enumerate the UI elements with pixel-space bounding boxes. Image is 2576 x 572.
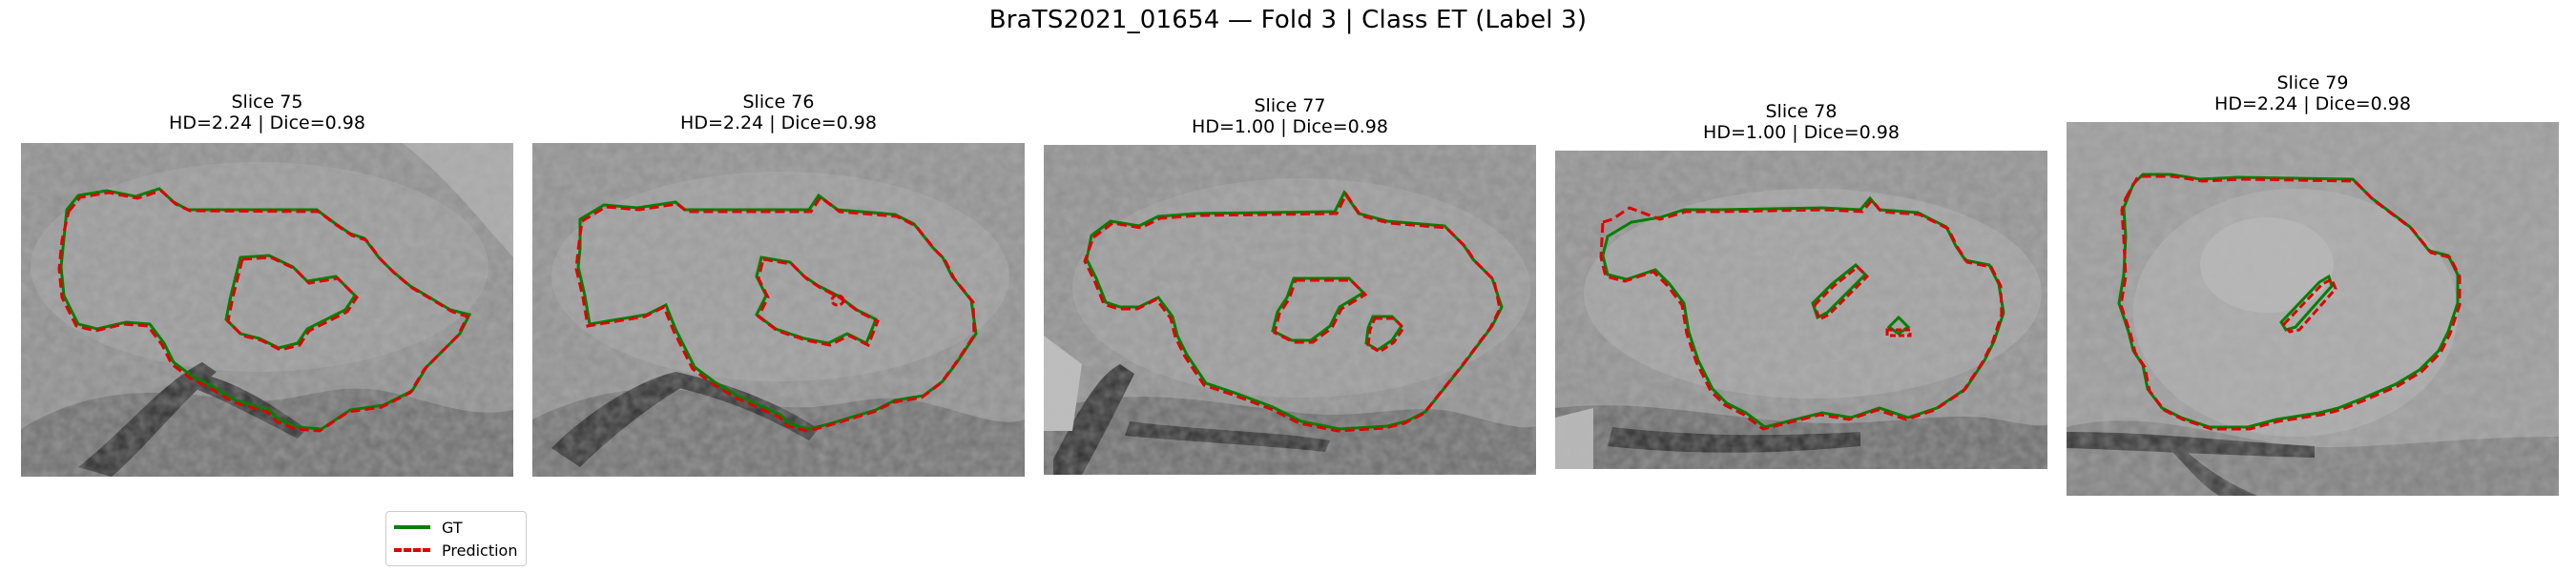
mri-slice-canvas [1555, 151, 2047, 469]
gt-contour [1601, 195, 2005, 429]
prediction-contour [1083, 192, 1502, 433]
panel-title: Slice 77 [1254, 95, 1326, 116]
prediction-inner-contour [226, 255, 359, 352]
legend: GT Prediction [385, 511, 527, 566]
gt-legend-swatch [394, 525, 430, 529]
prediction-inner-contour [1273, 278, 1368, 344]
panel-title: Slice 76 [742, 92, 815, 112]
mri-slice-image [532, 143, 1025, 477]
figure-title: BraTS2021_01654 — Fold 3 | Class ET (Lab… [988, 6, 1588, 34]
prediction-inner-contour [1813, 264, 1870, 322]
mri-slice-canvas [2067, 122, 2559, 496]
gt-small-contour [1886, 315, 1911, 336]
panel-metrics: HD=1.00 | Dice=0.98 [1192, 116, 1388, 137]
panel-title: Slice 78 [1765, 101, 1838, 122]
mri-slice-image [21, 143, 513, 477]
panel-metrics: HD=2.24 | Dice=0.98 [680, 112, 877, 133]
gt-inner-contour [2279, 274, 2334, 332]
prediction-contour [57, 189, 470, 433]
panel-metrics: HD=2.24 | Dice=0.98 [2214, 93, 2411, 114]
slice-panel-78: Slice 78 HD=1.00 | Dice=0.98 [1555, 101, 2047, 492]
prediction-contour [574, 194, 976, 433]
mri-slice-canvas [1044, 145, 1536, 475]
mri-slice-image [2067, 122, 2559, 496]
slice-panel-77: Slice 77 HD=1.00 | Dice=0.98 [1044, 95, 1536, 486]
panel-metrics: HD=2.24 | Dice=0.98 [169, 112, 365, 133]
panel-metrics: HD=1.00 | Dice=0.98 [1703, 122, 1900, 143]
prediction-legend-swatch [394, 548, 430, 552]
prediction-legend-label: Prediction [442, 541, 518, 560]
mri-slice-image [1555, 151, 2047, 469]
slice-panel-76: Slice 76 HD=2.24 | Dice=0.98 [532, 92, 1025, 482]
prediction-inner-contour [2282, 276, 2337, 334]
prediction-small-contour [1366, 317, 1405, 354]
gt-legend-label: GT [442, 518, 463, 537]
prediction-inner-contour [757, 257, 880, 348]
mri-slice-canvas [21, 143, 513, 477]
panel-title: Slice 79 [2276, 72, 2349, 93]
mri-slice-canvas [532, 143, 1025, 477]
prediction-small-contour [1885, 328, 1912, 337]
slice-panel-79: Slice 79 HD=2.24 | Dice=0.98 [2067, 72, 2559, 501]
mri-slice-image [1044, 145, 1536, 475]
panel-title: Slice 75 [231, 92, 303, 112]
prediction-small-contour [830, 294, 845, 307]
slice-panel-75: Slice 75 HD=2.24 | Dice=0.98 G [21, 92, 527, 566]
